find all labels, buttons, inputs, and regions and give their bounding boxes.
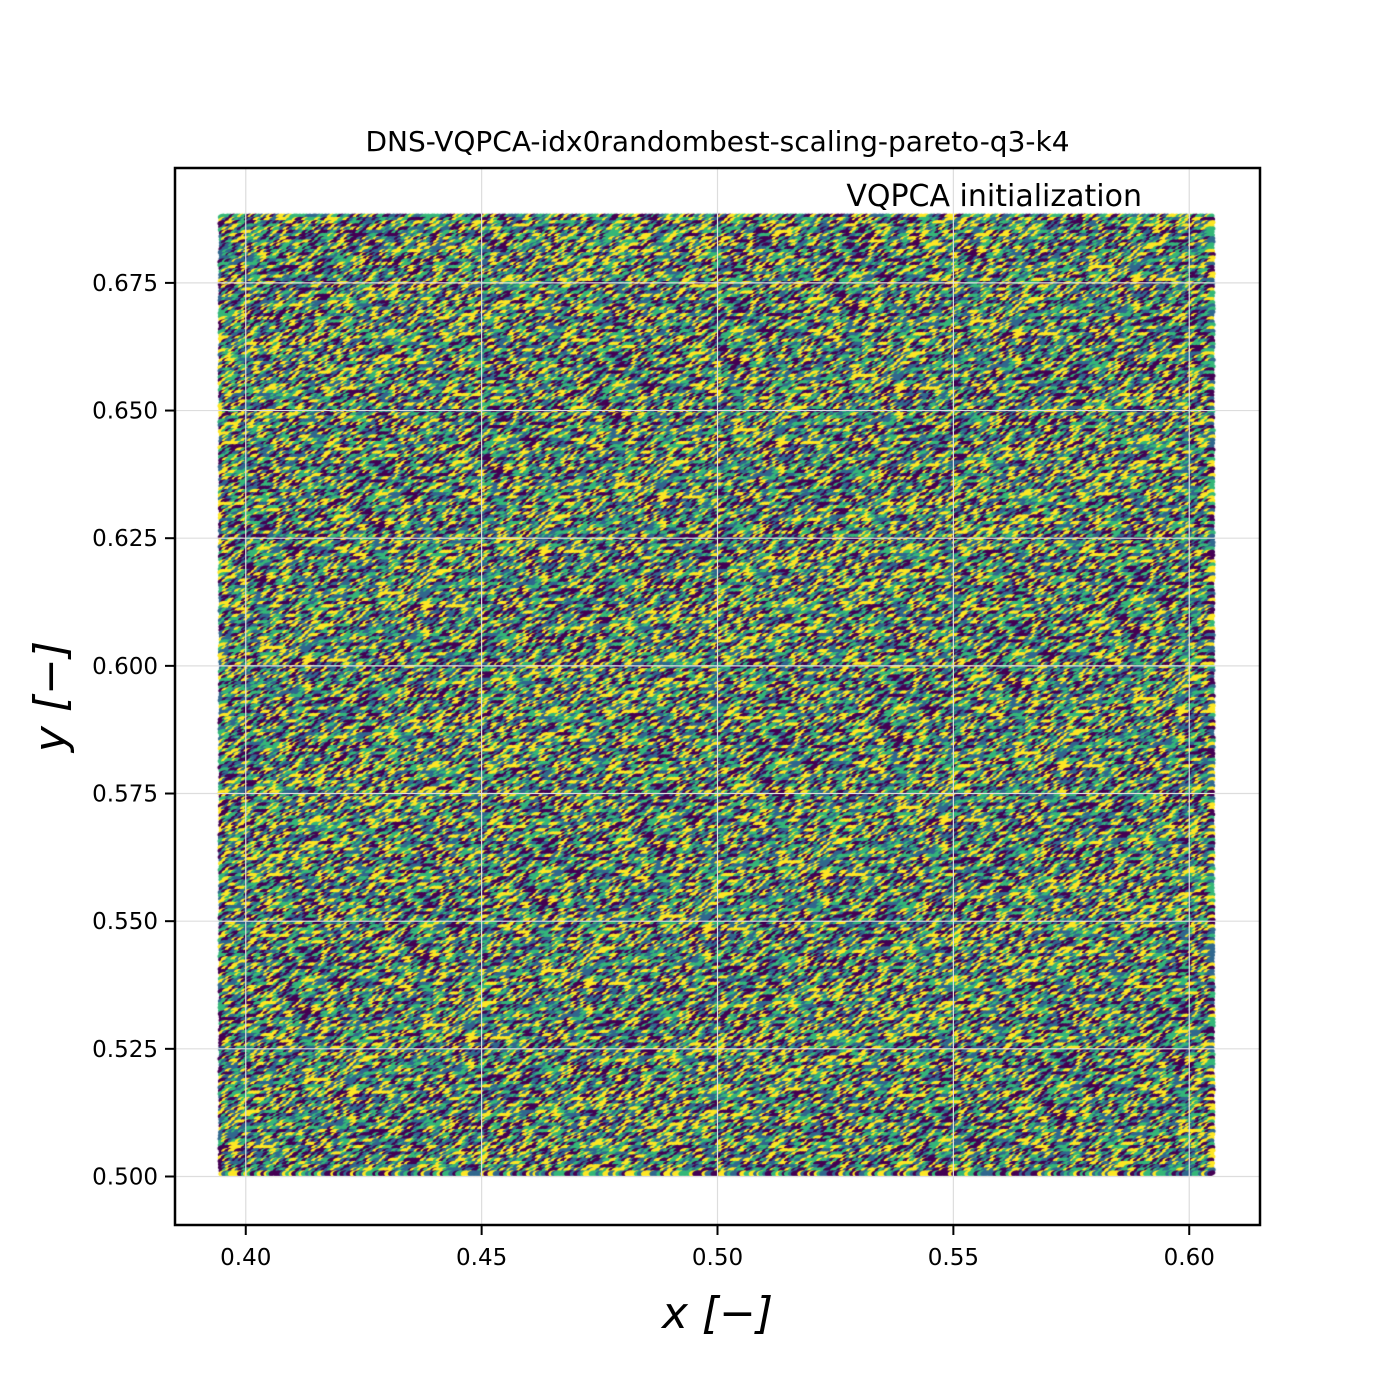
x-axis-label: x [−] (660, 1288, 773, 1339)
y-axis-ticks: 0.500 0.525 0.550 0.575 0.600 0.625 0.650 0.675 (92, 271, 175, 1190)
y-tick-label: 0.650 (92, 399, 158, 425)
y-tick-label: 0.600 (92, 654, 158, 680)
grid (175, 168, 1260, 1225)
y-tick-label: 0.550 (92, 909, 158, 935)
x-tick-label: 0.45 (456, 1245, 507, 1271)
y-tick-label: 0.625 (92, 526, 158, 552)
x-tick-label: 0.50 (692, 1245, 743, 1271)
x-tick-label: 0.40 (220, 1245, 271, 1271)
y-tick-label: 0.675 (92, 271, 158, 297)
chart-title: DNS-VQPCA-idx0randombest-scaling-pareto-… (365, 125, 1069, 158)
x-axis-ticks: 0.40 0.45 0.50 0.55 0.60 (220, 1225, 1215, 1271)
y-axis-label: y [−] (25, 641, 76, 754)
y-tick-label: 0.525 (92, 1037, 158, 1063)
chart-annotation: VQPCA initialization (846, 179, 1142, 214)
x-tick-label: 0.60 (1164, 1245, 1215, 1271)
x-tick-label: 0.55 (928, 1245, 979, 1271)
y-tick-label: 0.575 (92, 782, 158, 808)
y-tick-label: 0.500 (92, 1164, 158, 1190)
